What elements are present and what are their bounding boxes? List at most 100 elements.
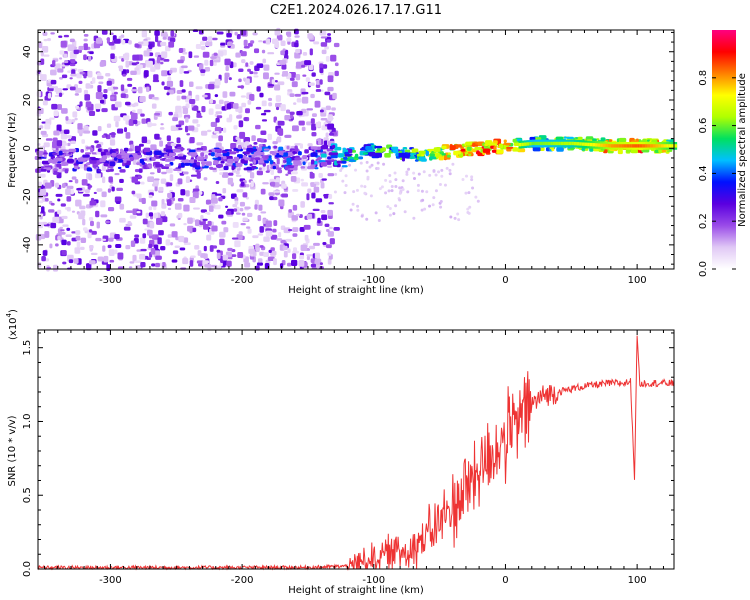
heatmap-cell <box>405 154 411 159</box>
heatmap-cell <box>272 228 277 233</box>
heatmap-cell <box>70 60 76 64</box>
heatmap-cell <box>263 109 271 113</box>
heatmap-cell <box>298 259 305 267</box>
heatmap-cell <box>214 153 219 158</box>
heatmap-cell <box>293 247 297 254</box>
heatmap-cell <box>331 107 336 111</box>
heatmap-cell <box>275 167 282 170</box>
heatmap-cell <box>251 135 256 142</box>
heatmap-cell <box>223 227 229 233</box>
heatmap-cell <box>457 218 461 222</box>
heatmap-cell <box>193 105 199 111</box>
heatmap-cell <box>299 143 304 149</box>
heatmap-cell <box>121 155 127 159</box>
heatmap-cell <box>608 144 612 148</box>
heatmap-cell <box>60 133 68 140</box>
heatmap-cell <box>161 70 168 77</box>
heatmap-cell <box>69 140 76 144</box>
heatmap-cell <box>272 141 278 145</box>
heatmap-cell <box>218 214 224 219</box>
heatmap-cell <box>420 208 424 212</box>
heatmap-cell <box>57 104 62 110</box>
heatmap-cell <box>113 38 121 44</box>
heatmap-cell <box>50 222 57 229</box>
heatmap-cell <box>368 151 376 157</box>
heatmap-cell <box>571 141 575 146</box>
heatmap-cell <box>193 207 200 210</box>
heatmap-cell <box>236 189 244 193</box>
heatmap-cell <box>88 204 94 208</box>
heatmap-cell <box>441 153 446 156</box>
heatmap-cell <box>195 94 200 101</box>
snr-multiplier: (x104) <box>5 309 19 340</box>
heatmap-cell <box>257 233 264 236</box>
heatmap-cell <box>363 191 367 195</box>
heatmap-cell <box>210 56 217 59</box>
heatmap-cell <box>101 29 108 35</box>
heatmap-cell <box>168 152 176 157</box>
heatmap-cell <box>66 196 72 202</box>
heatmap-cell <box>71 231 77 234</box>
heatmap-cell <box>72 111 78 118</box>
heatmap-cell <box>256 151 265 156</box>
heatmap-cell <box>137 152 142 156</box>
heatmap-cell <box>380 185 384 189</box>
spectrogram-x-ticks: -300 -200 -100 0 100 <box>44 30 664 286</box>
heatmap-cell <box>655 144 659 148</box>
heatmap-cell <box>390 184 394 188</box>
snr-x-ticks: -300 -200 -100 0 100 <box>44 330 664 586</box>
heatmap-cell <box>344 184 348 188</box>
heatmap-cell <box>318 173 323 178</box>
heatmap-cell <box>204 67 211 72</box>
heatmap-cell <box>167 192 173 199</box>
heatmap-cell <box>66 241 71 246</box>
heatmap-cell <box>81 139 85 144</box>
heatmap-cell <box>482 148 491 153</box>
heatmap-cell <box>253 48 260 54</box>
heatmap-cell <box>84 152 91 155</box>
heatmap-cell <box>376 161 380 165</box>
heatmap-cell <box>256 86 261 92</box>
heatmap-cell <box>56 163 62 168</box>
heatmap-cell <box>95 237 102 242</box>
heatmap-cell <box>228 77 232 81</box>
heatmap-cell <box>102 176 106 184</box>
spectrogram-frame <box>37 29 675 270</box>
y-tick-label: -20 <box>22 188 33 204</box>
heatmap-cell <box>148 212 154 217</box>
heatmap-cell <box>137 41 144 45</box>
heatmap-cell <box>313 242 320 246</box>
heatmap-cell <box>563 136 567 139</box>
heatmap-cell <box>250 180 254 188</box>
heatmap-cell <box>125 69 130 74</box>
heatmap-cell <box>136 193 142 199</box>
heatmap-cell <box>218 135 223 142</box>
heatmap-cell <box>556 147 564 152</box>
heatmap-cell <box>243 117 248 121</box>
heatmap-cell <box>178 156 187 160</box>
heatmap-cell <box>187 95 192 99</box>
heatmap-cell <box>236 115 242 119</box>
heatmap-cell <box>412 177 416 181</box>
heatmap-cell <box>96 143 102 148</box>
heatmap-cell <box>327 156 332 160</box>
heatmap-cell <box>125 245 131 250</box>
heatmap-cell <box>552 141 556 146</box>
heatmap-cell <box>474 195 478 199</box>
heatmap-cell <box>234 240 241 248</box>
heatmap-cell <box>608 139 613 142</box>
heatmap-cell <box>374 211 378 215</box>
heatmap-cell <box>271 79 275 85</box>
heatmap-cell <box>37 161 42 168</box>
heatmap-cell <box>252 251 257 257</box>
heatmap-cell <box>108 249 115 257</box>
heatmap-cell <box>161 51 168 58</box>
heatmap-cell <box>203 223 209 230</box>
heatmap-cell <box>292 253 297 260</box>
heatmap-cell <box>70 73 78 77</box>
heatmap-cell <box>132 158 137 165</box>
heatmap-cell <box>307 33 313 39</box>
heatmap-cell <box>129 156 135 161</box>
heatmap-cell <box>286 157 292 163</box>
heatmap-cell <box>157 167 161 174</box>
